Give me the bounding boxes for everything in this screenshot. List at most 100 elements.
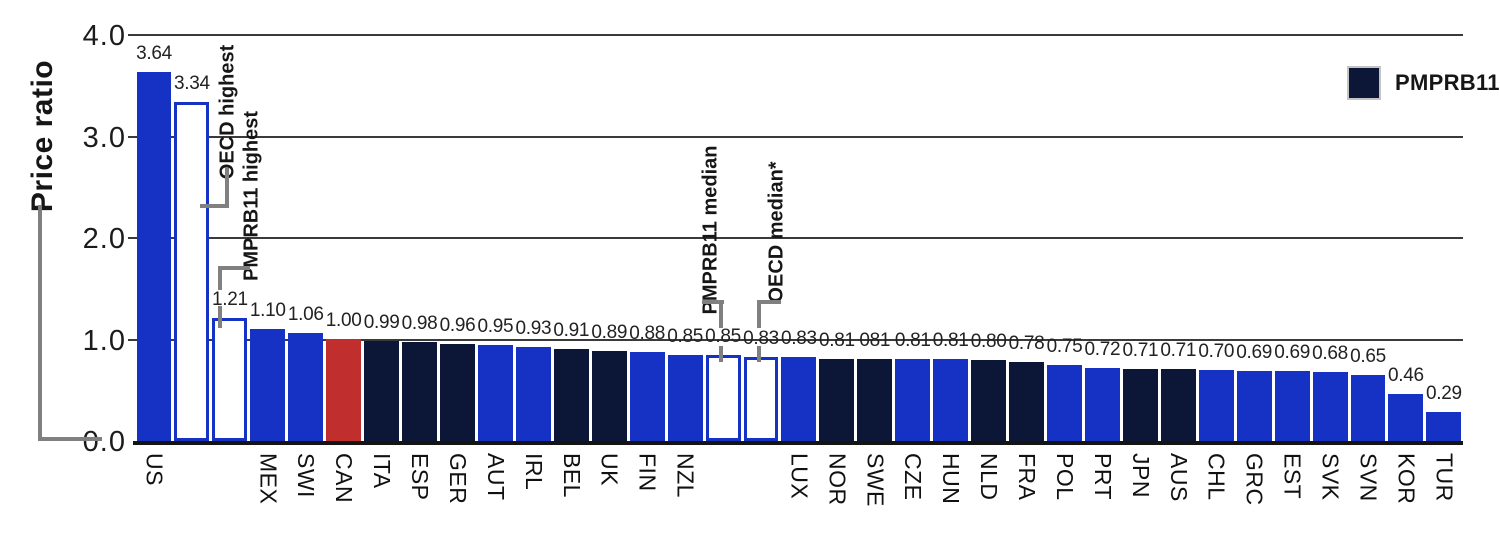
bar-UK (591, 351, 627, 441)
value-label-NLD: 0.80 (970, 331, 1007, 352)
bar-slot-FRA: 0.78 FRA (1008, 0, 1046, 501)
bar-LUX (781, 357, 817, 441)
bar-slot-US: 3.64 US (135, 0, 173, 486)
bar-FRA (1009, 362, 1044, 441)
bar-slot-PRT: 0.72 PRT (1083, 0, 1121, 501)
bar-slot-GER: 0.96 GER (439, 0, 477, 505)
bar-slot-POL: 0.75 POL (1046, 0, 1084, 501)
legend-pmprb11-label: PMPRB11 (1395, 70, 1500, 95)
bar-slot-CAN: 1.00 CAN (325, 0, 363, 504)
value-label-SWE: 081 (859, 330, 891, 351)
value-label-LUX: 0.83 (781, 328, 817, 349)
oecd-median-bracket-arm (757, 300, 781, 304)
gridline-2.0 (128, 237, 1463, 239)
bar-BEL (553, 349, 589, 441)
bar-SVN (1350, 375, 1386, 441)
bar-TUR (1426, 412, 1462, 441)
x-label-CAN: CAN (331, 453, 358, 504)
gridline-4.0 (128, 34, 1463, 36)
x-label-BEL: BEL (558, 453, 585, 498)
y-tick-4.0: 4.0 (82, 20, 126, 52)
value-label-BEL: 0.91 (553, 320, 590, 341)
x-label-MEX: MEX (255, 453, 282, 505)
bar-slot-outline-3: 1.21 (211, 0, 249, 441)
gridline-3.0 (128, 135, 1463, 138)
oecd-highest-bracket-arm (200, 204, 229, 208)
value-label-FIN: 0.88 (629, 323, 666, 344)
y-tick-1.0: 1.0 (82, 324, 126, 357)
x-label-IRL: IRL (520, 453, 547, 491)
x-label-GER: GER (444, 453, 471, 505)
bar-slot-outline-2: 3.34 (173, 0, 211, 441)
pmprb11-median-bracket-stub (719, 346, 723, 362)
bar-FIN (629, 352, 665, 441)
bar-slot-outline-16: 0.85 (704, 0, 742, 441)
bar-slot-AUT: 0.95 AUT (476, 0, 514, 501)
value-label-GRC: 0.69 (1236, 342, 1273, 363)
bar-slot-HUN: 0.81 HUN (932, 0, 970, 505)
pmprb11-median-bracket-stem (719, 300, 723, 328)
value-label-ITA: 0.99 (363, 312, 400, 333)
value-label-NOR: 0.81 (818, 330, 855, 351)
bar-pmprb11-highest (212, 318, 248, 441)
x-label-AUT: AUT (482, 453, 509, 501)
annotation-pmprb11-median-text: PMPRB11 median (699, 145, 722, 315)
bar-SWE (857, 359, 893, 441)
pmprb11-highest-bracket-stub (218, 306, 222, 328)
bar-slot-KOR: 0.46 KOR (1387, 0, 1425, 505)
oecd-highest-bracket-stem (225, 168, 229, 208)
y-axis-bracket-vertical (38, 205, 42, 441)
bar-CHL (1198, 370, 1234, 441)
bar-slot-NZL: 0.85 NZL (666, 0, 704, 498)
bar-slot-NLD: 0.80 NLD (970, 0, 1008, 501)
x-label-PRT: PRT (1089, 453, 1116, 501)
value-label-AUT: 0.95 (477, 316, 514, 337)
value-label-NZL: 0.85 (667, 326, 703, 347)
bar-slot-LUX: 0.83 LUX (780, 0, 818, 500)
value-label-outline-17: 0.83 (743, 328, 779, 349)
x-label-POL: POL (1051, 453, 1078, 501)
bar-slot-BEL: 0.91 BEL (552, 0, 590, 498)
value-label-SVN: 0.65 (1350, 346, 1386, 367)
bar-slot-CHL: 0.70 CHL (1197, 0, 1235, 501)
value-label-FRA: 0.78 (1008, 333, 1045, 354)
bar-JPN (1122, 369, 1158, 441)
bar-ESP (402, 342, 437, 441)
x-label-NZL: NZL (672, 453, 699, 498)
legend: PMPRB11 (1347, 66, 1500, 100)
value-label-PRT: 0.72 (1084, 339, 1121, 360)
bar-slot-FIN: 0.88 FIN (628, 0, 666, 492)
bar-slot-EST: 0.69 EST (1273, 0, 1311, 500)
bar-EST (1274, 371, 1310, 441)
bars-container: 3.64 US 3.34 1.21 1.10 MEX 1.06 SWI 1.00 CAN 0.99 I… (135, 0, 1463, 507)
value-label-SVK: 0.68 (1312, 343, 1348, 364)
value-label-TUR: 0.29 (1425, 383, 1462, 404)
value-label-KOR: 0.46 (1388, 365, 1424, 386)
bar-slot-ITA: 0.99 ITA (363, 0, 401, 489)
bar-US (136, 72, 172, 441)
bar-AUT (477, 345, 513, 441)
bar-CZE (895, 359, 931, 441)
bar-NZL (667, 355, 703, 441)
bar-slot-IRL: 0.93 IRL (514, 0, 552, 491)
x-label-UK: UK (596, 453, 623, 486)
oecd-median-bracket-stem (757, 300, 761, 328)
x-label-JPN: JPN (1127, 453, 1154, 498)
bar-POL (1047, 365, 1082, 441)
x-label-SVN: SVN (1355, 453, 1382, 502)
value-label-EST: 0.69 (1274, 342, 1310, 363)
bar-slot-SVN: 0.65 SVN (1349, 0, 1387, 502)
x-label-US: US (141, 453, 168, 486)
bar-AUS (1160, 369, 1196, 441)
value-label-HUN: 0.81 (932, 330, 969, 351)
bar-NLD (971, 360, 1007, 441)
value-label-outline-2: 3.34 (174, 73, 210, 94)
pmprb11-highest-bracket-stem (218, 266, 222, 290)
bar-MEX (250, 329, 286, 441)
bar-slot-MEX: 1.10 MEX (249, 0, 287, 505)
bar-SWI (288, 333, 324, 441)
annotation-oecd-highest-text: OECD highest (216, 44, 239, 180)
bar-slot-CZE: 0.81 CZE (894, 0, 932, 501)
bar-slot-SWE: 081 SWE (856, 0, 894, 507)
bar-HUN (933, 359, 969, 441)
